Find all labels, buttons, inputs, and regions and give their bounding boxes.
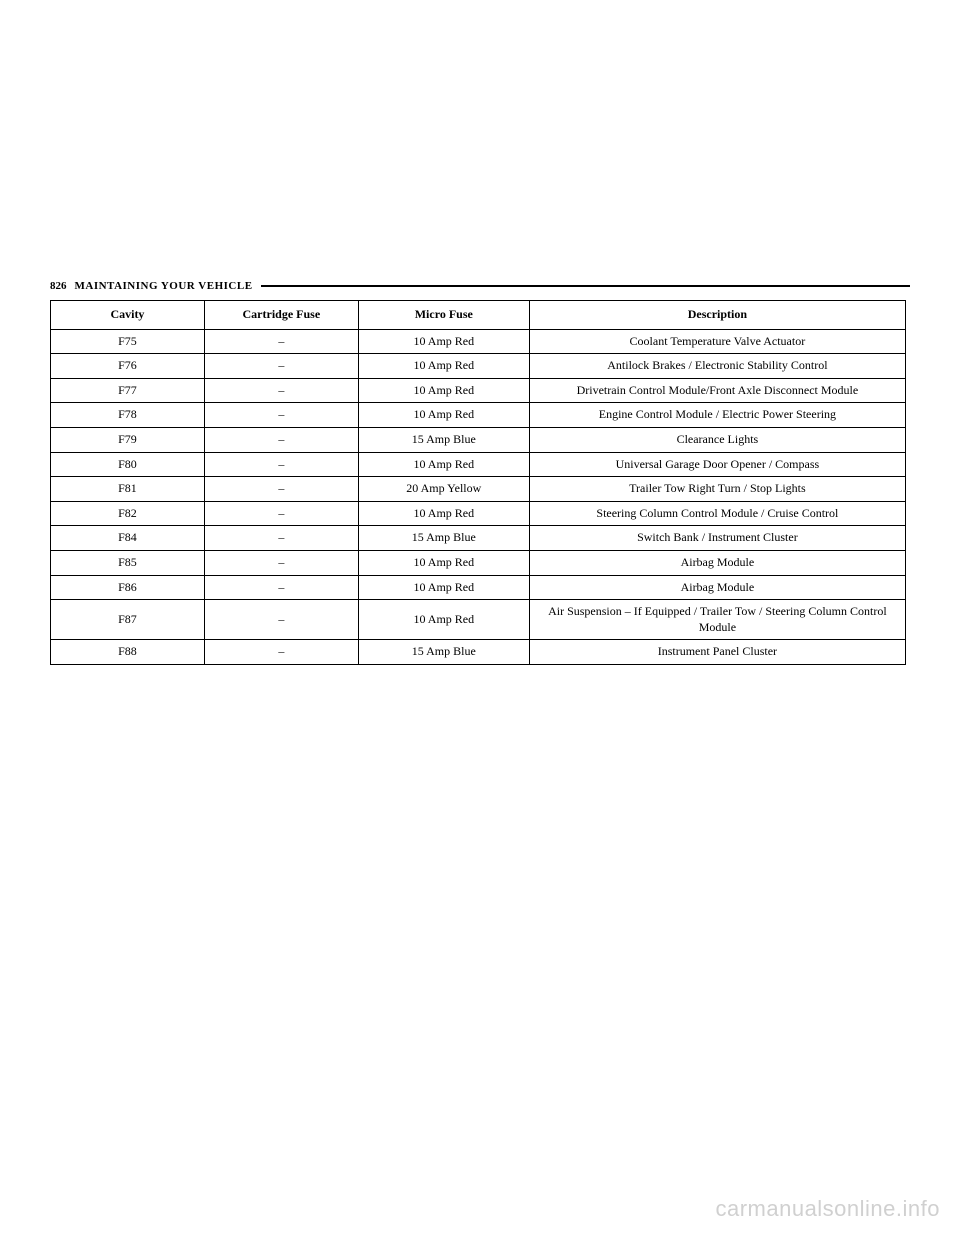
- table-cell: Airbag Module: [529, 575, 905, 600]
- col-header-description: Description: [529, 301, 905, 330]
- table-row: F76–10 Amp RedAntilock Brakes / Electron…: [51, 354, 906, 379]
- table-cell: Air Suspension – If Equipped / Trailer T…: [529, 600, 905, 640]
- table-cell: F82: [51, 501, 205, 526]
- table-row: F79–15 Amp BlueClearance Lights: [51, 427, 906, 452]
- table-row: F85–10 Amp RedAirbag Module: [51, 550, 906, 575]
- table-cell: F85: [51, 550, 205, 575]
- table-cell: F77: [51, 378, 205, 403]
- table-cell: –: [204, 501, 358, 526]
- table-cell: F79: [51, 427, 205, 452]
- table-cell: F78: [51, 403, 205, 428]
- table-cell: F84: [51, 526, 205, 551]
- table-cell: F88: [51, 640, 205, 665]
- table-cell: 20 Amp Yellow: [358, 477, 529, 502]
- table-cell: –: [204, 550, 358, 575]
- table-row: F84–15 Amp BlueSwitch Bank / Instrument …: [51, 526, 906, 551]
- col-header-cartridge: Cartridge Fuse: [204, 301, 358, 330]
- table-cell: –: [204, 354, 358, 379]
- table-cell: F80: [51, 452, 205, 477]
- table-row: F87–10 Amp RedAir Suspension – If Equipp…: [51, 600, 906, 640]
- table-cell: 15 Amp Blue: [358, 640, 529, 665]
- table-cell: –: [204, 640, 358, 665]
- header-rule: [261, 285, 910, 287]
- table-header-row: Cavity Cartridge Fuse Micro Fuse Descrip…: [51, 301, 906, 330]
- fuse-table: Cavity Cartridge Fuse Micro Fuse Descrip…: [50, 300, 906, 665]
- table-cell: Antilock Brakes / Electronic Stability C…: [529, 354, 905, 379]
- table-cell: Trailer Tow Right Turn / Stop Lights: [529, 477, 905, 502]
- col-header-micro: Micro Fuse: [358, 301, 529, 330]
- table-cell: –: [204, 452, 358, 477]
- table-cell: F87: [51, 600, 205, 640]
- table-cell: –: [204, 378, 358, 403]
- table-cell: 10 Amp Red: [358, 501, 529, 526]
- page-header: 826 MAINTAINING YOUR VEHICLE: [50, 280, 910, 292]
- table-cell: –: [204, 600, 358, 640]
- table-cell: 10 Amp Red: [358, 403, 529, 428]
- table-cell: Steering Column Control Module / Cruise …: [529, 501, 905, 526]
- table-cell: Airbag Module: [529, 550, 905, 575]
- section-title: MAINTAINING YOUR VEHICLE: [75, 280, 253, 292]
- table-row: F75–10 Amp RedCoolant Temperature Valve …: [51, 329, 906, 354]
- table-cell: Clearance Lights: [529, 427, 905, 452]
- table-cell: –: [204, 477, 358, 502]
- table-row: F78–10 Amp RedEngine Control Module / El…: [51, 403, 906, 428]
- table-cell: –: [204, 575, 358, 600]
- table-cell: Switch Bank / Instrument Cluster: [529, 526, 905, 551]
- watermark: carmanualsonline.info: [715, 1196, 940, 1222]
- table-cell: Universal Garage Door Opener / Compass: [529, 452, 905, 477]
- table-body: F75–10 Amp RedCoolant Temperature Valve …: [51, 329, 906, 664]
- table-cell: 10 Amp Red: [358, 329, 529, 354]
- table-cell: Instrument Panel Cluster: [529, 640, 905, 665]
- table-cell: F75: [51, 329, 205, 354]
- table-cell: Engine Control Module / Electric Power S…: [529, 403, 905, 428]
- table-cell: –: [204, 403, 358, 428]
- page-number: 826: [50, 280, 67, 292]
- col-header-cavity: Cavity: [51, 301, 205, 330]
- table-row: F80–10 Amp RedUniversal Garage Door Open…: [51, 452, 906, 477]
- table-cell: Drivetrain Control Module/Front Axle Dis…: [529, 378, 905, 403]
- table-cell: 10 Amp Red: [358, 452, 529, 477]
- table-cell: 10 Amp Red: [358, 550, 529, 575]
- table-cell: –: [204, 427, 358, 452]
- table-cell: F81: [51, 477, 205, 502]
- table-cell: 15 Amp Blue: [358, 526, 529, 551]
- table-row: F81–20 Amp YellowTrailer Tow Right Turn …: [51, 477, 906, 502]
- table-cell: 15 Amp Blue: [358, 427, 529, 452]
- table-cell: F86: [51, 575, 205, 600]
- table-cell: 10 Amp Red: [358, 575, 529, 600]
- table-cell: 10 Amp Red: [358, 378, 529, 403]
- table-row: F82–10 Amp RedSteering Column Control Mo…: [51, 501, 906, 526]
- table-cell: F76: [51, 354, 205, 379]
- table-row: F88–15 Amp BlueInstrument Panel Cluster: [51, 640, 906, 665]
- table-cell: –: [204, 526, 358, 551]
- table-row: F77–10 Amp RedDrivetrain Control Module/…: [51, 378, 906, 403]
- table-cell: –: [204, 329, 358, 354]
- table-row: F86–10 Amp RedAirbag Module: [51, 575, 906, 600]
- table-cell: Coolant Temperature Valve Actuator: [529, 329, 905, 354]
- table-cell: 10 Amp Red: [358, 600, 529, 640]
- table-cell: 10 Amp Red: [358, 354, 529, 379]
